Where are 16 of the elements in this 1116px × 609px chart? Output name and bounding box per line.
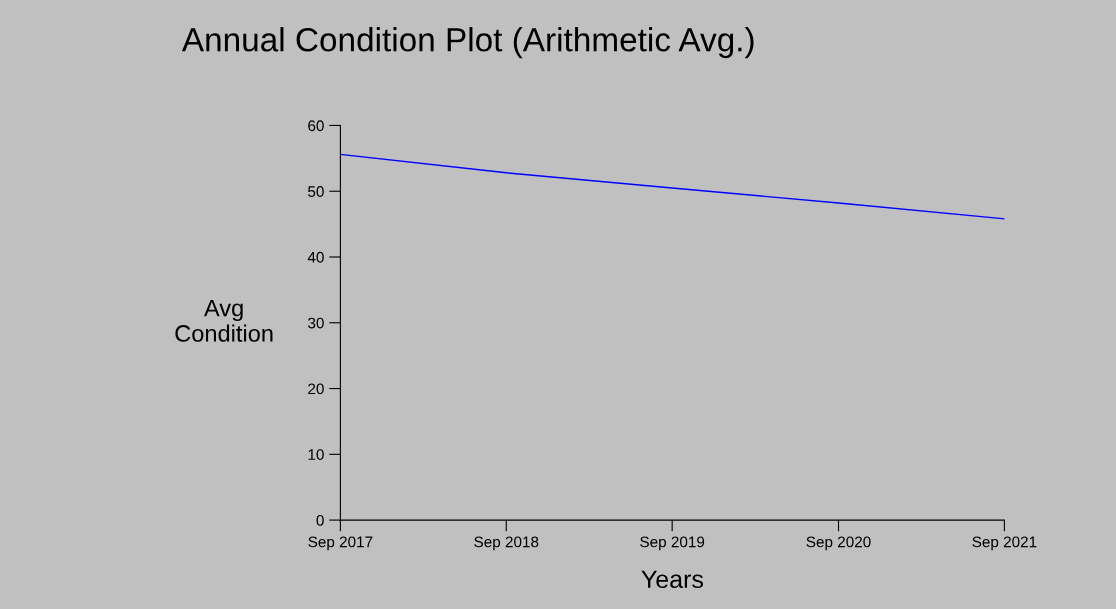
x-tick-label: Sep 2017 <box>308 536 373 551</box>
y-axis-title: Avg Condition <box>175 299 273 342</box>
y-tick-label: 60 <box>308 120 324 132</box>
x-tick-label: Sep 2021 <box>972 536 1037 551</box>
x-tick-label: Sep 2020 <box>806 536 871 551</box>
y-tick-label: 40 <box>307 251 324 263</box>
y-tick-label: 10 <box>308 449 324 460</box>
x-tick-label: Sep 2019 <box>640 536 705 551</box>
x-tick-label: Sep 2018 <box>474 536 539 551</box>
chart-title: Annual Condition Plot (Arithmetic Avg.) <box>181 27 754 59</box>
x-axis-title: Years <box>641 570 703 589</box>
line-series <box>340 153 1005 220</box>
y-tick-label: 50 <box>308 186 324 197</box>
y-tick-label: 30 <box>308 317 324 329</box>
y-tick-label: 0 <box>316 514 324 526</box>
y-tick-label: 20 <box>308 383 324 395</box>
